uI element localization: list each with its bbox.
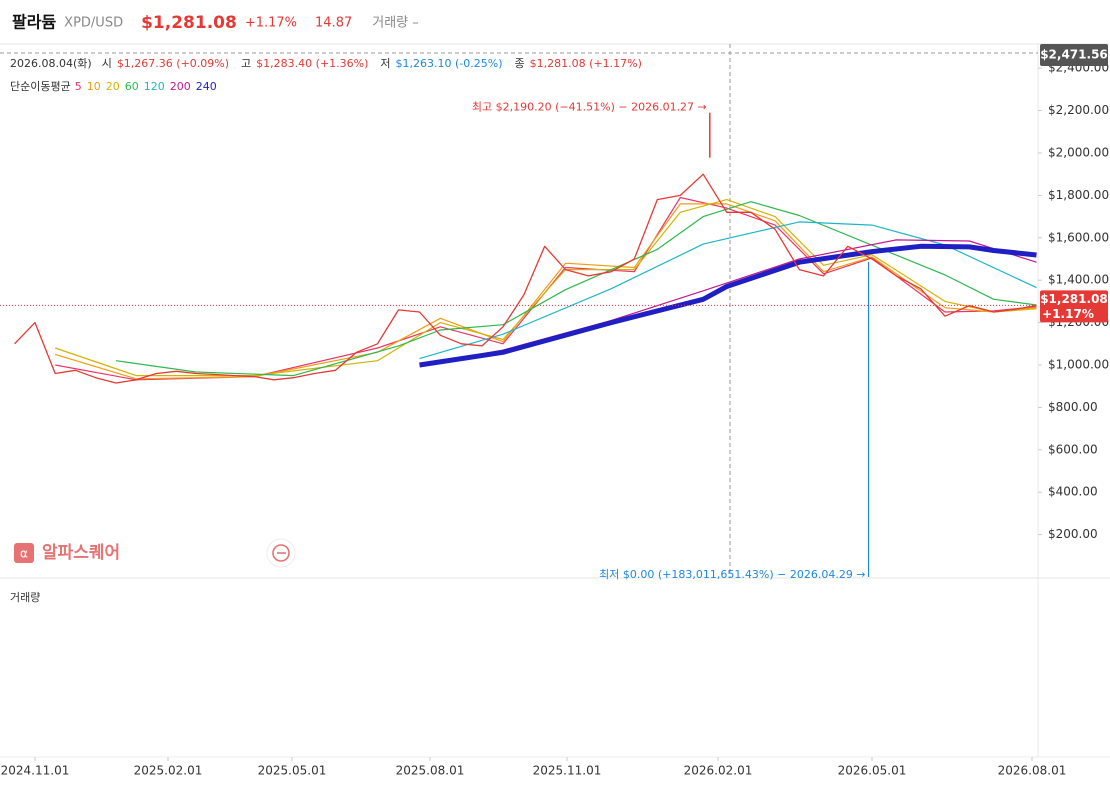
x-tick-label: 2025.05.01 xyxy=(258,764,327,778)
x-tick-label: 2026.02.01 xyxy=(684,764,753,778)
instrument-symbol: XPD/USD xyxy=(64,16,123,31)
moving-average-line xyxy=(55,196,1037,381)
last-price-box xyxy=(1040,290,1108,323)
high-annotation: 최고 $2,190.20 (−41.51%) − 2026.01.27 → xyxy=(472,101,707,114)
x-tick-label: 2025.02.01 xyxy=(134,764,203,778)
last-price-label: $1,281.08 xyxy=(1040,292,1108,306)
x-tick-label: 2025.08.01 xyxy=(396,764,465,778)
instrument-name: 팔라듐 xyxy=(12,13,56,32)
crosshair-label: $2,471.56 xyxy=(1040,48,1108,62)
back-icon xyxy=(272,544,290,562)
info-value: $1,267.36 (+0.09%) xyxy=(117,57,229,70)
info-date: 2026.08.04(화) xyxy=(10,57,92,70)
price-line xyxy=(14,173,1037,384)
y-tick-label: $2,200.00 xyxy=(1048,103,1109,117)
x-tick-label: 2025.11.01 xyxy=(533,764,602,778)
info-label: 고 xyxy=(241,57,251,70)
x-tick-label: 2026.05.01 xyxy=(838,764,907,778)
volume-title: 거래량 xyxy=(10,591,40,604)
low-annotation: 최저 $0.00 (+183,011,651.43%) − 2026.04.29… xyxy=(599,568,865,581)
legend-entry: 10 xyxy=(87,80,101,93)
crosshair-box xyxy=(1040,44,1108,66)
logo-icon xyxy=(14,543,34,563)
y-tick-label: $200.00 xyxy=(1048,527,1098,541)
logo-glyph: α xyxy=(20,547,28,561)
header-value: 14.87 xyxy=(315,16,352,31)
legend-entry: 60 xyxy=(125,80,139,93)
info-label: 종 xyxy=(515,57,525,70)
moving-average-line xyxy=(55,199,1037,377)
legend-entry: 20 xyxy=(106,80,120,93)
y-tick-label: $2,000.00 xyxy=(1048,145,1109,159)
watermark: 알파스퀘어 xyxy=(42,543,120,563)
x-tick-label: 2026.08.01 xyxy=(998,764,1067,778)
legend-entry: 120 xyxy=(144,80,165,93)
legend-entry: 200 xyxy=(170,80,191,93)
y-tick-label: $1,800.00 xyxy=(1048,188,1109,202)
y-tick-label: $1,400.00 xyxy=(1048,273,1109,287)
header-price: $1,281.08 xyxy=(141,13,237,33)
moving-average-line xyxy=(419,243,1037,368)
info-label: 저 xyxy=(380,57,390,70)
moving-average-line xyxy=(419,221,1037,360)
legend-title: 단순이동평균 xyxy=(10,80,71,93)
y-tick-label: $1,000.00 xyxy=(1048,357,1109,371)
y-tick-label: $400.00 xyxy=(1048,485,1098,499)
info-label: 시 xyxy=(102,57,112,70)
info-value: $1,263.10 (-0.25%) xyxy=(396,57,503,70)
header-volume: 거래량 – xyxy=(372,16,419,31)
last-price-change: +1.17% xyxy=(1042,307,1094,321)
y-tick-label: $600.00 xyxy=(1048,442,1098,456)
info-value: $1,283.40 (+1.36%) xyxy=(256,57,368,70)
legend-entry: 5 xyxy=(75,80,82,93)
header-change: +1.17% xyxy=(245,16,297,31)
y-tick-label: $1,600.00 xyxy=(1048,230,1109,244)
x-tick-label: 2024.11.01 xyxy=(1,764,70,778)
y-tick-label: $800.00 xyxy=(1048,400,1098,414)
info-value: $1,281.08 (+1.17%) xyxy=(530,57,642,70)
moving-average-line xyxy=(115,201,1037,377)
legend-entry: 240 xyxy=(196,80,217,93)
